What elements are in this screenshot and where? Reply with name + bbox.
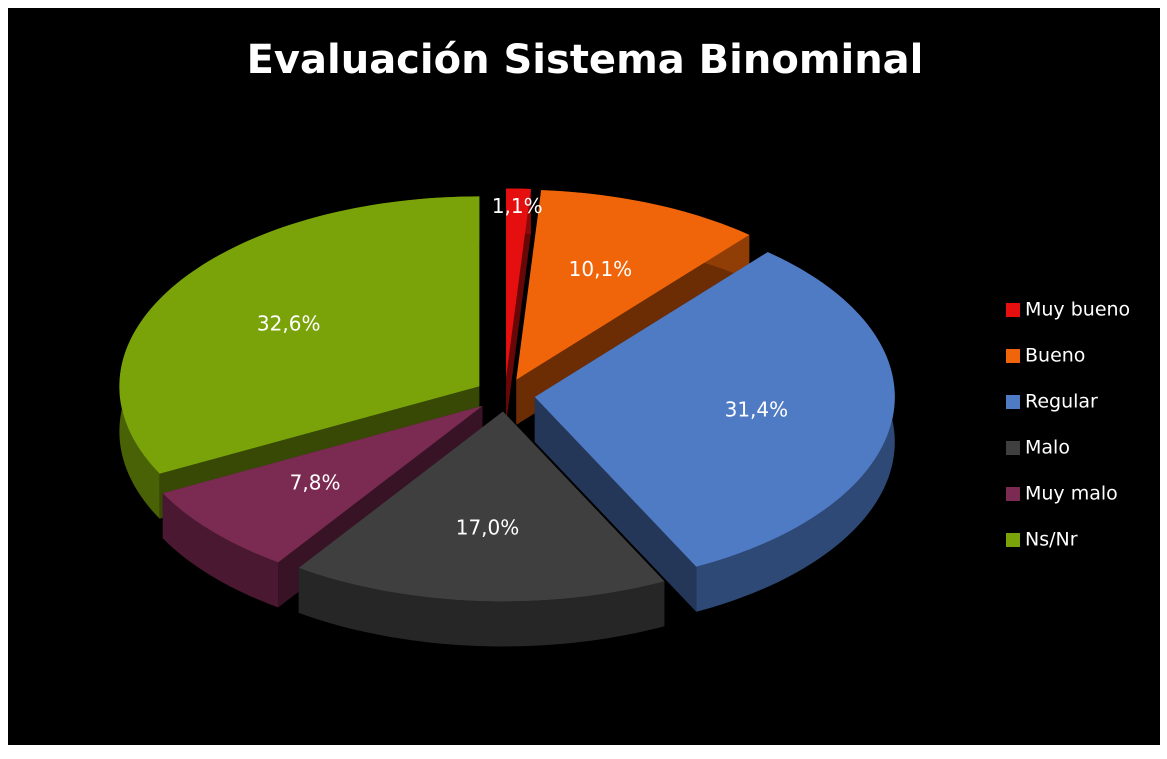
legend-swatch bbox=[1006, 349, 1020, 363]
data-label: 31,4% bbox=[725, 397, 789, 421]
legend-label: Bueno bbox=[1025, 345, 1085, 367]
legend-swatch bbox=[1006, 441, 1020, 455]
slice-group bbox=[506, 188, 531, 424]
legend-label: Regular bbox=[1025, 391, 1098, 413]
slice-wall bbox=[298, 567, 665, 647]
legend-swatch bbox=[1006, 533, 1020, 547]
slice-wall bbox=[162, 493, 279, 608]
slice-side bbox=[534, 396, 697, 612]
slice-group bbox=[534, 252, 895, 612]
slice bbox=[162, 405, 483, 563]
chart-title: Evaluación Sistema Binominal bbox=[247, 37, 924, 83]
slice-side bbox=[506, 188, 531, 424]
legend-label: Muy bueno bbox=[1025, 299, 1130, 321]
data-label: 1,1% bbox=[492, 194, 543, 218]
data-label: 10,1% bbox=[569, 257, 633, 281]
slice bbox=[298, 411, 665, 602]
slice bbox=[119, 196, 480, 474]
legend-label: Malo bbox=[1025, 437, 1070, 459]
legend-label: Ns/Nr bbox=[1025, 529, 1078, 551]
data-label: 32,6% bbox=[257, 312, 321, 336]
slice bbox=[516, 190, 750, 380]
slice bbox=[506, 188, 531, 379]
slice bbox=[534, 252, 895, 567]
data-label: 7,8% bbox=[290, 470, 341, 494]
legend-label: Muy malo bbox=[1025, 483, 1118, 505]
data-label: 17,0% bbox=[456, 515, 520, 539]
slice-group bbox=[298, 411, 665, 647]
legend-swatch bbox=[1006, 487, 1020, 501]
legend-swatch bbox=[1006, 395, 1020, 409]
legend-swatch bbox=[1006, 303, 1020, 317]
